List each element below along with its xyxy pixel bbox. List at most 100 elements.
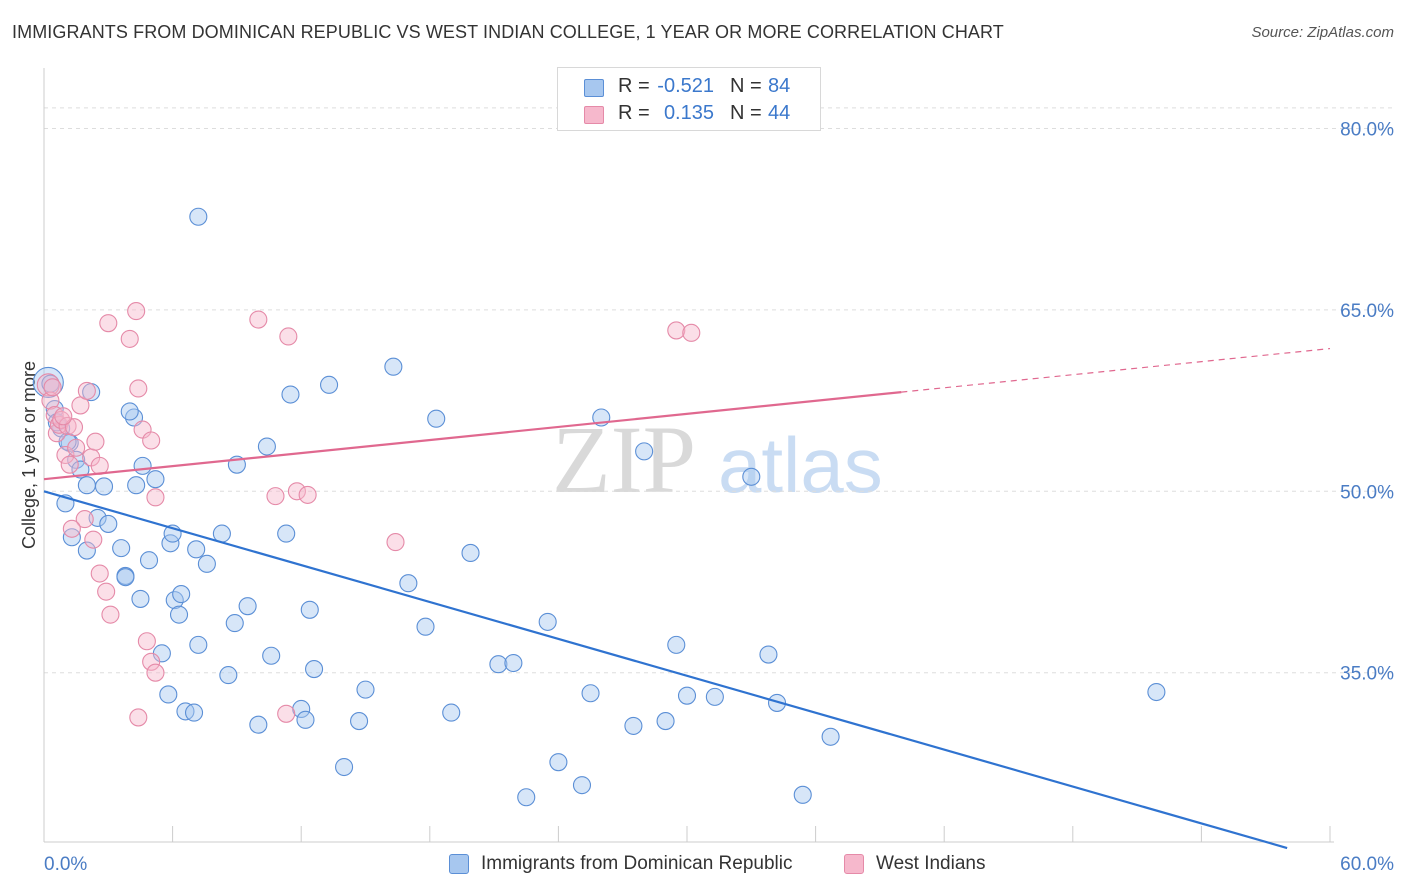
data-point-dominican bbox=[281, 385, 300, 404]
data-point-westindian bbox=[146, 488, 165, 507]
stats-n-label: N = bbox=[730, 75, 762, 97]
data-point-westindian bbox=[84, 530, 103, 549]
data-point-dominican bbox=[300, 600, 319, 619]
legend-label-dominican: Immigrants from Dominican Republic bbox=[481, 853, 793, 874]
stats-n-value: 84 bbox=[768, 75, 791, 97]
data-point-dominican bbox=[77, 541, 96, 560]
data-point-dominican bbox=[767, 693, 787, 712]
data-point-dominican bbox=[549, 753, 568, 772]
watermark-atlas: atlas bbox=[718, 421, 883, 509]
trend-line-westindian-extension bbox=[901, 347, 1331, 393]
data-point-dominican bbox=[461, 543, 480, 563]
data-point-westindian bbox=[56, 445, 75, 465]
data-point-dominican bbox=[112, 539, 131, 558]
chart-legend: Immigrants from Dominican Republic West … bbox=[0, 852, 1406, 878]
data-point-dominican bbox=[442, 703, 461, 722]
data-point-dominican bbox=[189, 207, 208, 226]
data-point-dominican bbox=[489, 655, 508, 674]
data-point-dominican bbox=[169, 605, 189, 624]
data-point-westindian bbox=[90, 564, 109, 583]
data-point-dominican bbox=[742, 467, 761, 486]
watermark: ZIP atlas bbox=[552, 406, 883, 513]
y-tick-labels: 35.0% 50.0% 65.0% 80.0% bbox=[1340, 119, 1394, 684]
y-axis-title: College, 1 year or more bbox=[19, 361, 39, 549]
y-tick-label: 35.0% bbox=[1340, 664, 1394, 685]
data-point-dominican bbox=[677, 686, 697, 705]
data-point-westindian bbox=[682, 323, 701, 342]
data-point-dominican bbox=[133, 456, 152, 475]
data-point-dominican bbox=[99, 514, 118, 533]
data-point-westindian bbox=[129, 379, 148, 398]
stats-n-value: 44 bbox=[768, 102, 791, 124]
data-point-dominican bbox=[238, 597, 257, 616]
data-point-dominican bbox=[197, 554, 216, 573]
data-point-westindian bbox=[64, 418, 84, 437]
data-point-dominican bbox=[656, 712, 675, 731]
data-point-dominican bbox=[139, 551, 159, 570]
data-point-dominican bbox=[77, 476, 96, 495]
data-point-westindian bbox=[120, 329, 139, 348]
data-point-westindian bbox=[127, 302, 146, 321]
stats-swatch-westindian bbox=[584, 106, 604, 124]
data-point-westindian bbox=[298, 485, 317, 504]
data-point-dominican bbox=[667, 635, 686, 654]
data-point-dominican bbox=[384, 357, 403, 376]
data-point-dominican bbox=[356, 680, 375, 699]
legend-swatch-dominican bbox=[449, 854, 469, 874]
data-point-westindian bbox=[41, 391, 60, 410]
grid-lines bbox=[44, 107, 1394, 674]
stats-r-label: R = bbox=[618, 75, 650, 97]
data-point-dominican bbox=[131, 589, 150, 608]
series-dominican-points bbox=[32, 207, 1166, 807]
y-tick-label: 65.0% bbox=[1340, 301, 1394, 322]
data-point-dominican bbox=[581, 684, 600, 703]
data-point-westindian bbox=[667, 321, 686, 340]
data-point-dominican bbox=[88, 508, 107, 527]
data-point-dominican bbox=[538, 612, 557, 631]
stats-r-label: R = bbox=[618, 102, 650, 124]
data-point-dominican bbox=[249, 715, 268, 734]
data-point-dominican bbox=[120, 402, 139, 421]
data-point-dominican bbox=[146, 470, 165, 489]
data-point-westindian bbox=[62, 519, 81, 538]
data-point-dominican bbox=[705, 687, 724, 706]
data-point-westindian bbox=[249, 310, 268, 329]
data-point-dominican bbox=[1147, 682, 1166, 702]
data-point-dominican bbox=[635, 442, 654, 461]
series-westindian-points bbox=[36, 302, 701, 727]
data-point-dominican bbox=[399, 574, 418, 593]
stats-n-label: N = bbox=[730, 102, 762, 124]
data-point-westindian bbox=[142, 652, 161, 671]
data-point-dominican bbox=[350, 712, 369, 731]
x-tick-marks bbox=[43, 826, 1331, 842]
data-point-dominican bbox=[335, 757, 354, 777]
legend-label-westindian: West Indians bbox=[876, 853, 986, 874]
data-point-westindian bbox=[279, 327, 298, 346]
data-point-dominican bbox=[262, 646, 281, 665]
stats-r-value: -0.521 bbox=[657, 75, 714, 97]
x-tick-label-min: 0.0% bbox=[44, 854, 87, 875]
data-point-dominican bbox=[793, 785, 812, 804]
data-point-dominican bbox=[572, 776, 592, 795]
data-point-westindian bbox=[137, 632, 156, 651]
data-point-westindian bbox=[60, 455, 79, 474]
data-point-westindian bbox=[75, 510, 94, 529]
data-point-dominican bbox=[219, 666, 238, 685]
data-point-westindian bbox=[101, 605, 120, 624]
data-point-westindian bbox=[142, 431, 161, 450]
data-point-westindian bbox=[386, 533, 405, 552]
legend-swatch-westindian bbox=[844, 854, 864, 874]
data-point-dominican bbox=[624, 716, 643, 735]
data-point-dominican bbox=[159, 685, 178, 704]
data-point-dominican bbox=[759, 645, 778, 664]
data-point-dominican bbox=[305, 660, 324, 679]
data-point-dominican bbox=[187, 540, 206, 559]
data-point-westindian bbox=[146, 663, 165, 682]
data-point-dominican bbox=[416, 617, 435, 636]
data-point-dominican bbox=[127, 476, 146, 495]
data-point-dominican bbox=[320, 375, 339, 394]
data-point-dominican bbox=[184, 703, 204, 722]
data-point-westindian bbox=[86, 432, 105, 451]
data-point-dominican bbox=[277, 524, 296, 543]
